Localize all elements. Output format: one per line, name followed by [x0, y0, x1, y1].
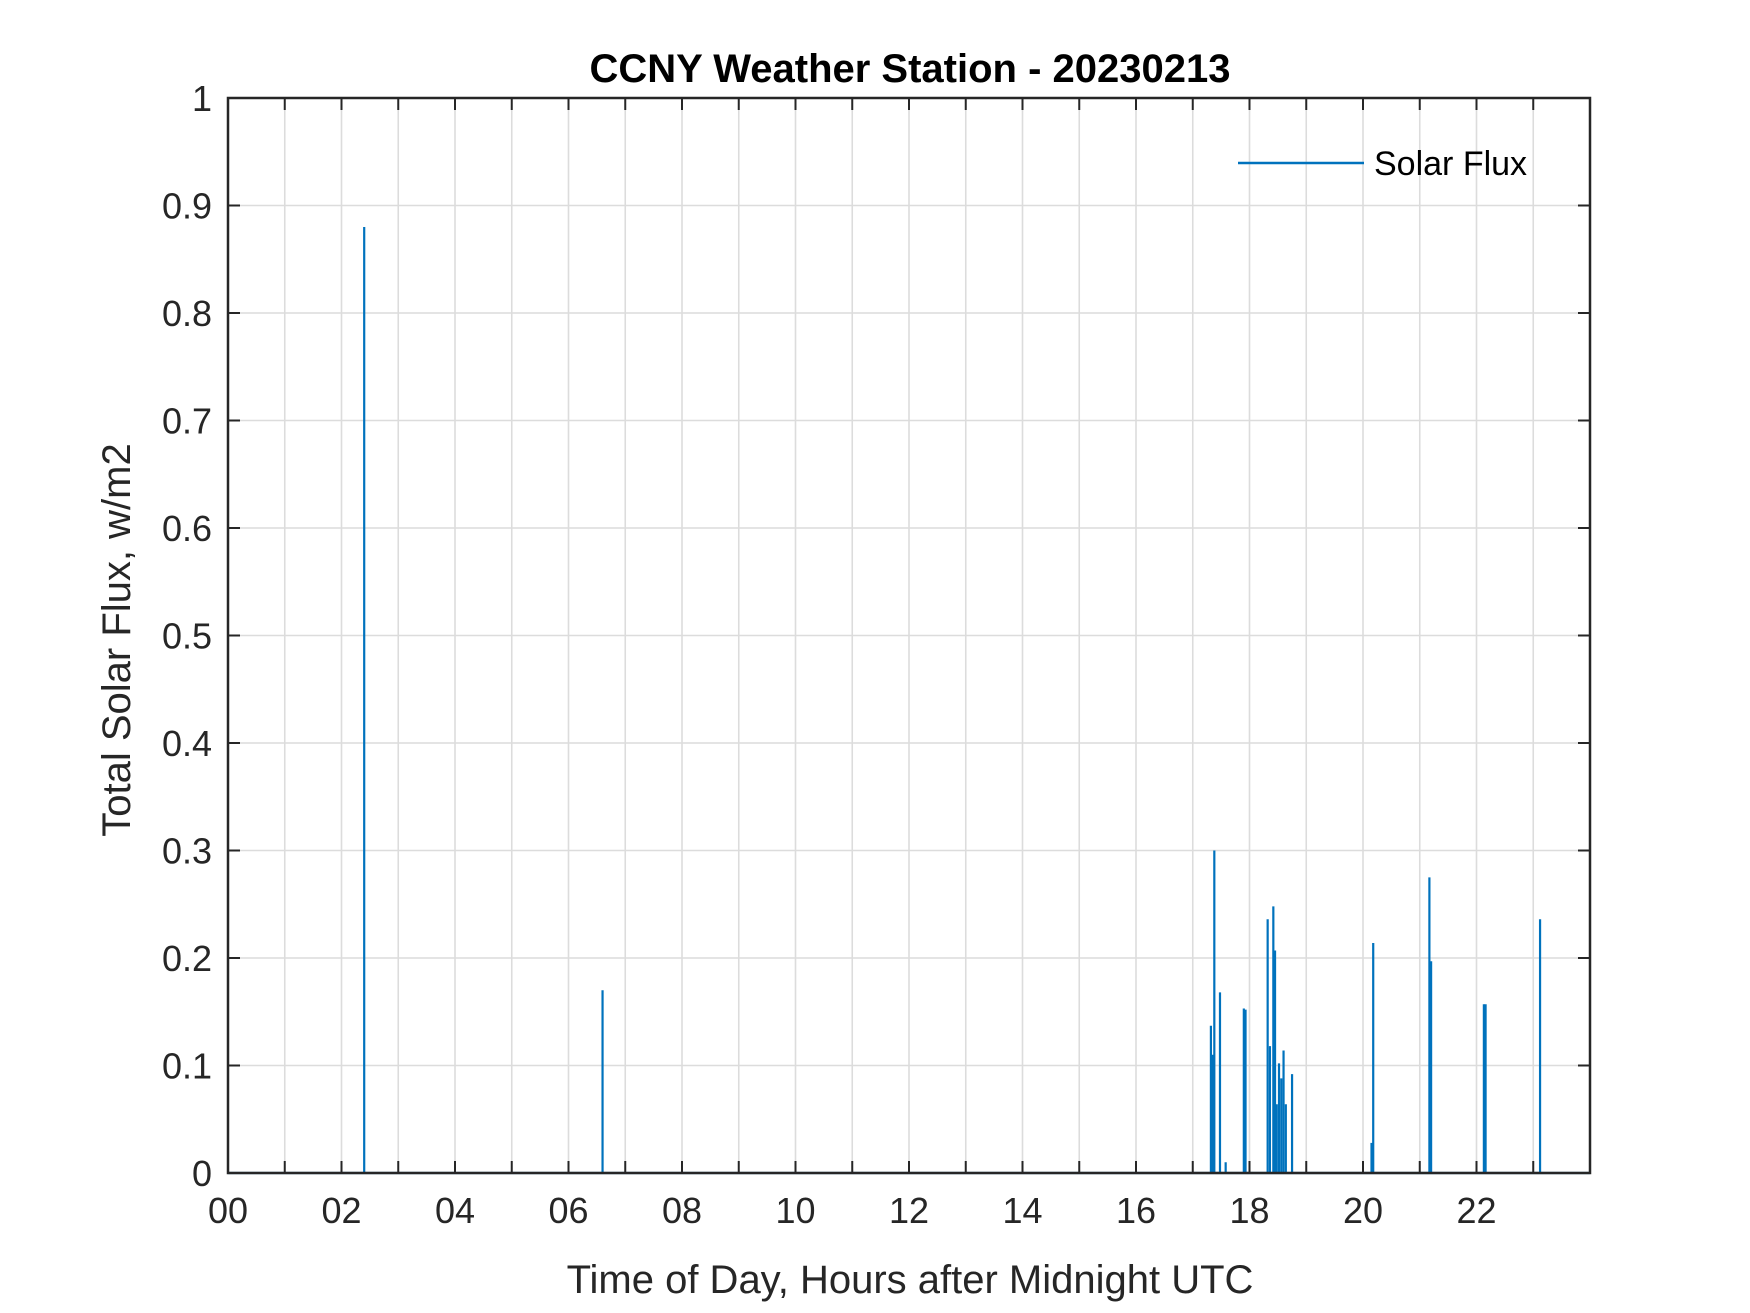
y-tick-label: 0 — [192, 1153, 212, 1194]
legend-label-solar-flux: Solar Flux — [1374, 145, 1527, 183]
y-tick-label: 0.2 — [162, 938, 212, 979]
y-tick-label: 0.6 — [162, 508, 212, 549]
legend: Solar Flux — [1238, 145, 1527, 183]
x-tick-label: 10 — [775, 1190, 815, 1231]
x-tick-label: 02 — [321, 1190, 361, 1231]
y-axis-label: Total Solar Flux, w/m2 — [95, 443, 139, 836]
axis-ticks — [227, 97, 1590, 1174]
x-tick-label: 16 — [1116, 1190, 1156, 1231]
x-tick-label: 22 — [1456, 1190, 1496, 1231]
x-tick-label: 18 — [1229, 1190, 1269, 1231]
x-axis-label: Time of Day, Hours after Midnight UTC — [567, 1258, 1254, 1302]
chart-title: CCNY Weather Station - 20230213 — [590, 47, 1231, 91]
x-tick-label: 14 — [1002, 1190, 1042, 1231]
x-tick-label: 06 — [548, 1190, 588, 1231]
x-tick-label: 12 — [889, 1190, 929, 1231]
x-tick-label: 20 — [1343, 1190, 1383, 1231]
y-tick-label: 0.3 — [162, 831, 212, 872]
y-tick-label: 0.8 — [162, 293, 212, 334]
y-tick-label: 0.7 — [162, 401, 212, 442]
y-tick-label: 0.5 — [162, 616, 212, 657]
y-tick-label: 0.4 — [162, 723, 212, 764]
x-tick-label: 04 — [435, 1190, 475, 1231]
x-tick-label: 00 — [208, 1190, 248, 1231]
grid-lines — [228, 98, 1590, 1173]
y-tick-label: 1 — [192, 78, 212, 119]
y-tick-label: 0.9 — [162, 186, 212, 227]
y-tick-label: 0.1 — [162, 1046, 212, 1087]
x-tick-label: 08 — [662, 1190, 702, 1231]
tick-labels: 00 02 04 06 08 10 12 14 16 18 20 22 0 0.1 0.2 0.3 0.4 0.5… — [162, 78, 1497, 1231]
